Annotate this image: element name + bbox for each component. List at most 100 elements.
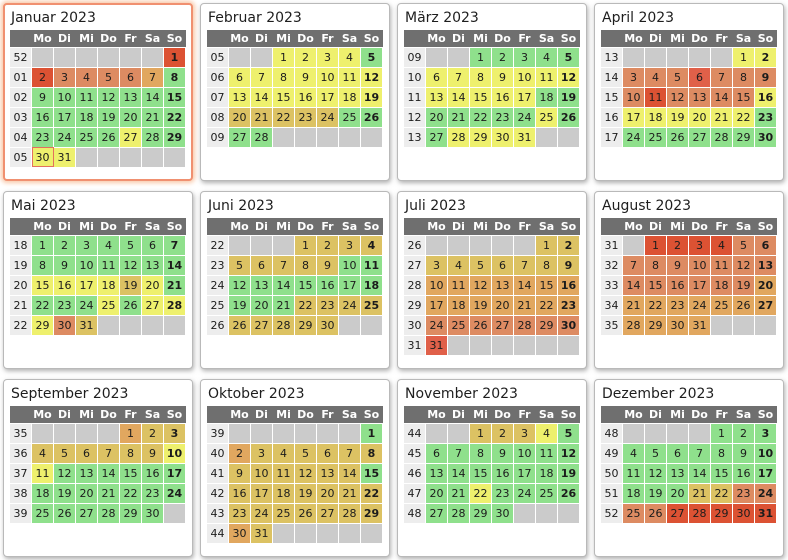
day-cell[interactable]: 30 bbox=[557, 314, 580, 336]
day-cell[interactable]: 2 bbox=[141, 422, 164, 444]
day-cell[interactable]: 1 bbox=[732, 46, 755, 68]
day-cell[interactable]: 13 bbox=[250, 274, 273, 296]
day-cell[interactable]: 22 bbox=[294, 294, 317, 316]
day-cell[interactable]: 28 bbox=[513, 314, 536, 336]
day-cell[interactable]: 15 bbox=[644, 274, 667, 296]
day-cell[interactable]: 20 bbox=[316, 482, 339, 504]
day-cell[interactable]: 25 bbox=[338, 106, 361, 128]
day-cell[interactable]: 6 bbox=[250, 254, 273, 276]
day-cell[interactable]: 6 bbox=[141, 234, 164, 256]
day-cell[interactable]: 29 bbox=[710, 502, 733, 524]
day-cell[interactable]: 3 bbox=[338, 234, 361, 256]
day-cell[interactable]: 15 bbox=[469, 86, 492, 108]
day-cell[interactable]: 11 bbox=[31, 462, 54, 484]
day-cell[interactable]: 10 bbox=[338, 254, 361, 276]
day-cell[interactable]: 8 bbox=[360, 442, 383, 464]
day-cell[interactable]: 23 bbox=[557, 294, 580, 316]
day-cell[interactable]: 12 bbox=[732, 254, 755, 276]
day-cell[interactable]: 29 bbox=[469, 126, 492, 148]
day-cell[interactable]: 21 bbox=[272, 294, 295, 316]
day-cell[interactable]: 16 bbox=[557, 274, 580, 296]
day-cell[interactable]: 4 bbox=[97, 234, 120, 256]
day-cell[interactable]: 18 bbox=[338, 86, 361, 108]
day-cell[interactable]: 5 bbox=[557, 422, 580, 444]
day-cell[interactable]: 21 bbox=[250, 106, 273, 128]
day-cell[interactable]: 17 bbox=[53, 106, 76, 128]
day-cell[interactable]: 3 bbox=[754, 422, 777, 444]
day-cell[interactable]: 1 bbox=[469, 422, 492, 444]
day-cell[interactable]: 24 bbox=[75, 294, 98, 316]
day-cell[interactable]: 27 bbox=[491, 314, 514, 336]
day-cell[interactable]: 20 bbox=[491, 294, 514, 316]
day-cell[interactable]: 1 bbox=[469, 46, 492, 68]
day-cell[interactable]: 27 bbox=[141, 294, 164, 316]
day-cell[interactable]: 3 bbox=[513, 46, 536, 68]
day-cell[interactable]: 5 bbox=[119, 234, 142, 256]
day-cell[interactable]: 30 bbox=[732, 502, 755, 524]
day-cell[interactable]: 2 bbox=[491, 46, 514, 68]
month-panel-januar-2023[interactable]: Januar 2023 Mo Di Mi Do Fr Sa So 52 1 01 2 3 4 5 6 7 8 02 9… bbox=[3, 3, 193, 181]
day-cell[interactable]: 9 bbox=[294, 66, 317, 88]
day-cell[interactable]: 12 bbox=[557, 66, 580, 88]
day-cell[interactable]: 2 bbox=[666, 234, 689, 256]
day-cell[interactable]: 18 bbox=[710, 274, 733, 296]
day-cell[interactable]: 13 bbox=[666, 462, 689, 484]
day-cell[interactable]: 12 bbox=[119, 254, 142, 276]
day-cell[interactable]: 28 bbox=[338, 502, 361, 524]
day-cell[interactable]: 13 bbox=[754, 254, 777, 276]
day-cell[interactable]: 23 bbox=[31, 126, 54, 148]
day-cell[interactable]: 13 bbox=[141, 254, 164, 276]
day-cell[interactable]: 24 bbox=[163, 482, 186, 504]
day-cell[interactable]: 30 bbox=[491, 126, 514, 148]
day-cell[interactable]: 17 bbox=[250, 482, 273, 504]
day-cell[interactable]: 12 bbox=[469, 274, 492, 296]
day-cell[interactable]: 26 bbox=[228, 314, 251, 336]
day-cell[interactable]: 20 bbox=[688, 106, 711, 128]
day-cell[interactable]: 11 bbox=[622, 462, 645, 484]
day-cell[interactable]: 7 bbox=[710, 66, 733, 88]
day-cell[interactable]: 14 bbox=[447, 86, 470, 108]
day-cell[interactable]: 10 bbox=[688, 254, 711, 276]
day-cell[interactable]: 10 bbox=[316, 66, 339, 88]
day-cell[interactable]: 3 bbox=[250, 442, 273, 464]
day-cell[interactable]: 16 bbox=[316, 274, 339, 296]
day-cell[interactable]: 9 bbox=[228, 462, 251, 484]
day-cell[interactable]: 23 bbox=[732, 482, 755, 504]
day-cell[interactable]: 21 bbox=[447, 482, 470, 504]
day-cell[interactable]: 24 bbox=[513, 482, 536, 504]
day-cell[interactable]: 25 bbox=[622, 502, 645, 524]
day-cell[interactable]: 25 bbox=[535, 106, 558, 128]
day-cell[interactable]: 26 bbox=[469, 314, 492, 336]
day-cell[interactable]: 19 bbox=[469, 294, 492, 316]
day-cell[interactable]: 5 bbox=[294, 442, 317, 464]
day-cell[interactable]: 27 bbox=[228, 126, 251, 148]
day-cell[interactable]: 5 bbox=[469, 254, 492, 276]
day-cell[interactable]: 14 bbox=[688, 462, 711, 484]
day-cell[interactable]: 24 bbox=[688, 294, 711, 316]
day-cell[interactable]: 28 bbox=[447, 126, 470, 148]
day-cell[interactable]: 25 bbox=[272, 502, 295, 524]
day-cell[interactable]: 18 bbox=[644, 106, 667, 128]
day-cell[interactable]: 31 bbox=[53, 146, 76, 168]
day-cell[interactable]: 6 bbox=[75, 442, 98, 464]
day-cell[interactable]: 20 bbox=[141, 274, 164, 296]
day-cell[interactable]: 21 bbox=[710, 106, 733, 128]
day-cell[interactable]: 4 bbox=[644, 66, 667, 88]
day-cell[interactable]: 19 bbox=[53, 482, 76, 504]
day-cell[interactable]: 3 bbox=[53, 66, 76, 88]
day-cell[interactable]: 9 bbox=[491, 66, 514, 88]
day-cell[interactable]: 10 bbox=[513, 442, 536, 464]
day-cell[interactable]: 11 bbox=[97, 254, 120, 276]
day-cell[interactable]: 29 bbox=[163, 126, 186, 148]
day-cell[interactable]: 17 bbox=[688, 274, 711, 296]
day-cell[interactable]: 17 bbox=[513, 462, 536, 484]
day-cell[interactable]: 20 bbox=[425, 482, 448, 504]
day-cell[interactable]: 1 bbox=[644, 234, 667, 256]
day-cell[interactable]: 31 bbox=[513, 126, 536, 148]
day-cell[interactable]: 26 bbox=[666, 126, 689, 148]
day-cell[interactable]: 16 bbox=[53, 274, 76, 296]
day-cell[interactable]: 20 bbox=[425, 106, 448, 128]
day-cell[interactable]: 15 bbox=[732, 86, 755, 108]
day-cell[interactable]: 4 bbox=[31, 442, 54, 464]
day-cell[interactable]: 23 bbox=[141, 482, 164, 504]
